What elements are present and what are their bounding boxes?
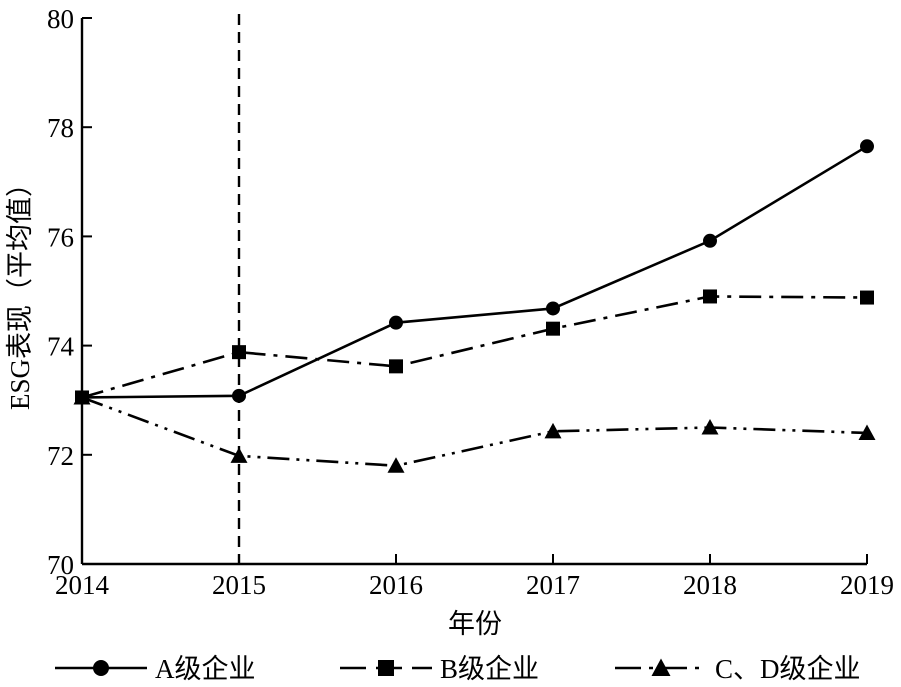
legend-label: A级企业 <box>155 654 256 684</box>
y-axis-label: ESG表现（平均值） <box>5 170 35 410</box>
data-point-triangle <box>651 658 671 676</box>
series-line <box>81 396 868 468</box>
legend: A级企业 B级企业 C、D级企业 <box>55 654 861 684</box>
y-tick-label: 72 <box>47 441 74 471</box>
tick-labels: 70 72 74 76 78 80 2014 2015 2016 2017 2018 2019 <box>47 4 894 600</box>
data-point-circle <box>93 660 109 676</box>
x-tick-label: 2019 <box>840 570 894 600</box>
axes <box>80 17 868 566</box>
data-point-triangle <box>701 419 719 435</box>
x-tick-label: 2018 <box>683 570 737 600</box>
data-point-square <box>232 345 246 360</box>
data-point-triangle <box>73 388 91 405</box>
data-point-square <box>546 321 560 336</box>
series-layer <box>73 139 876 473</box>
data-point-circle <box>232 388 246 403</box>
data-point-square <box>860 290 874 305</box>
legend-item-triangle: C、D级企业 <box>615 654 861 684</box>
y-tick-label: 74 <box>47 332 75 362</box>
data-point-circle <box>546 301 560 316</box>
data-point-triangle <box>544 422 562 439</box>
x-tick-label: 2017 <box>526 570 580 600</box>
data-point-circle <box>703 233 717 248</box>
data-point-triangle <box>387 457 405 473</box>
data-point-triangle <box>858 424 876 440</box>
x-tick-label: 2016 <box>369 570 423 600</box>
x-tick-label: 2015 <box>212 570 266 600</box>
legend-label: C、D级企业 <box>715 654 861 684</box>
legend-label: B级企业 <box>440 654 539 684</box>
series-line <box>81 145 868 399</box>
data-point-square <box>389 359 403 374</box>
x-tick-label: 2014 <box>55 570 110 600</box>
data-point-square <box>378 660 394 676</box>
series-square <box>75 289 874 405</box>
data-point-triangle <box>230 447 248 463</box>
legend-item-circle: A级企业 <box>55 654 256 684</box>
legend-item-square: B级企业 <box>340 654 539 684</box>
data-point-circle <box>389 315 403 330</box>
y-tick-label: 78 <box>47 113 74 143</box>
y-tick-label: 76 <box>47 222 74 252</box>
y-tick-label: 80 <box>47 4 74 34</box>
series-triangle <box>73 388 876 473</box>
series-line <box>81 295 868 399</box>
x-axis-label: 年份 <box>448 609 502 639</box>
data-point-square <box>703 289 717 304</box>
y-tick-label: 70 <box>47 550 74 580</box>
data-point-circle <box>860 139 874 154</box>
